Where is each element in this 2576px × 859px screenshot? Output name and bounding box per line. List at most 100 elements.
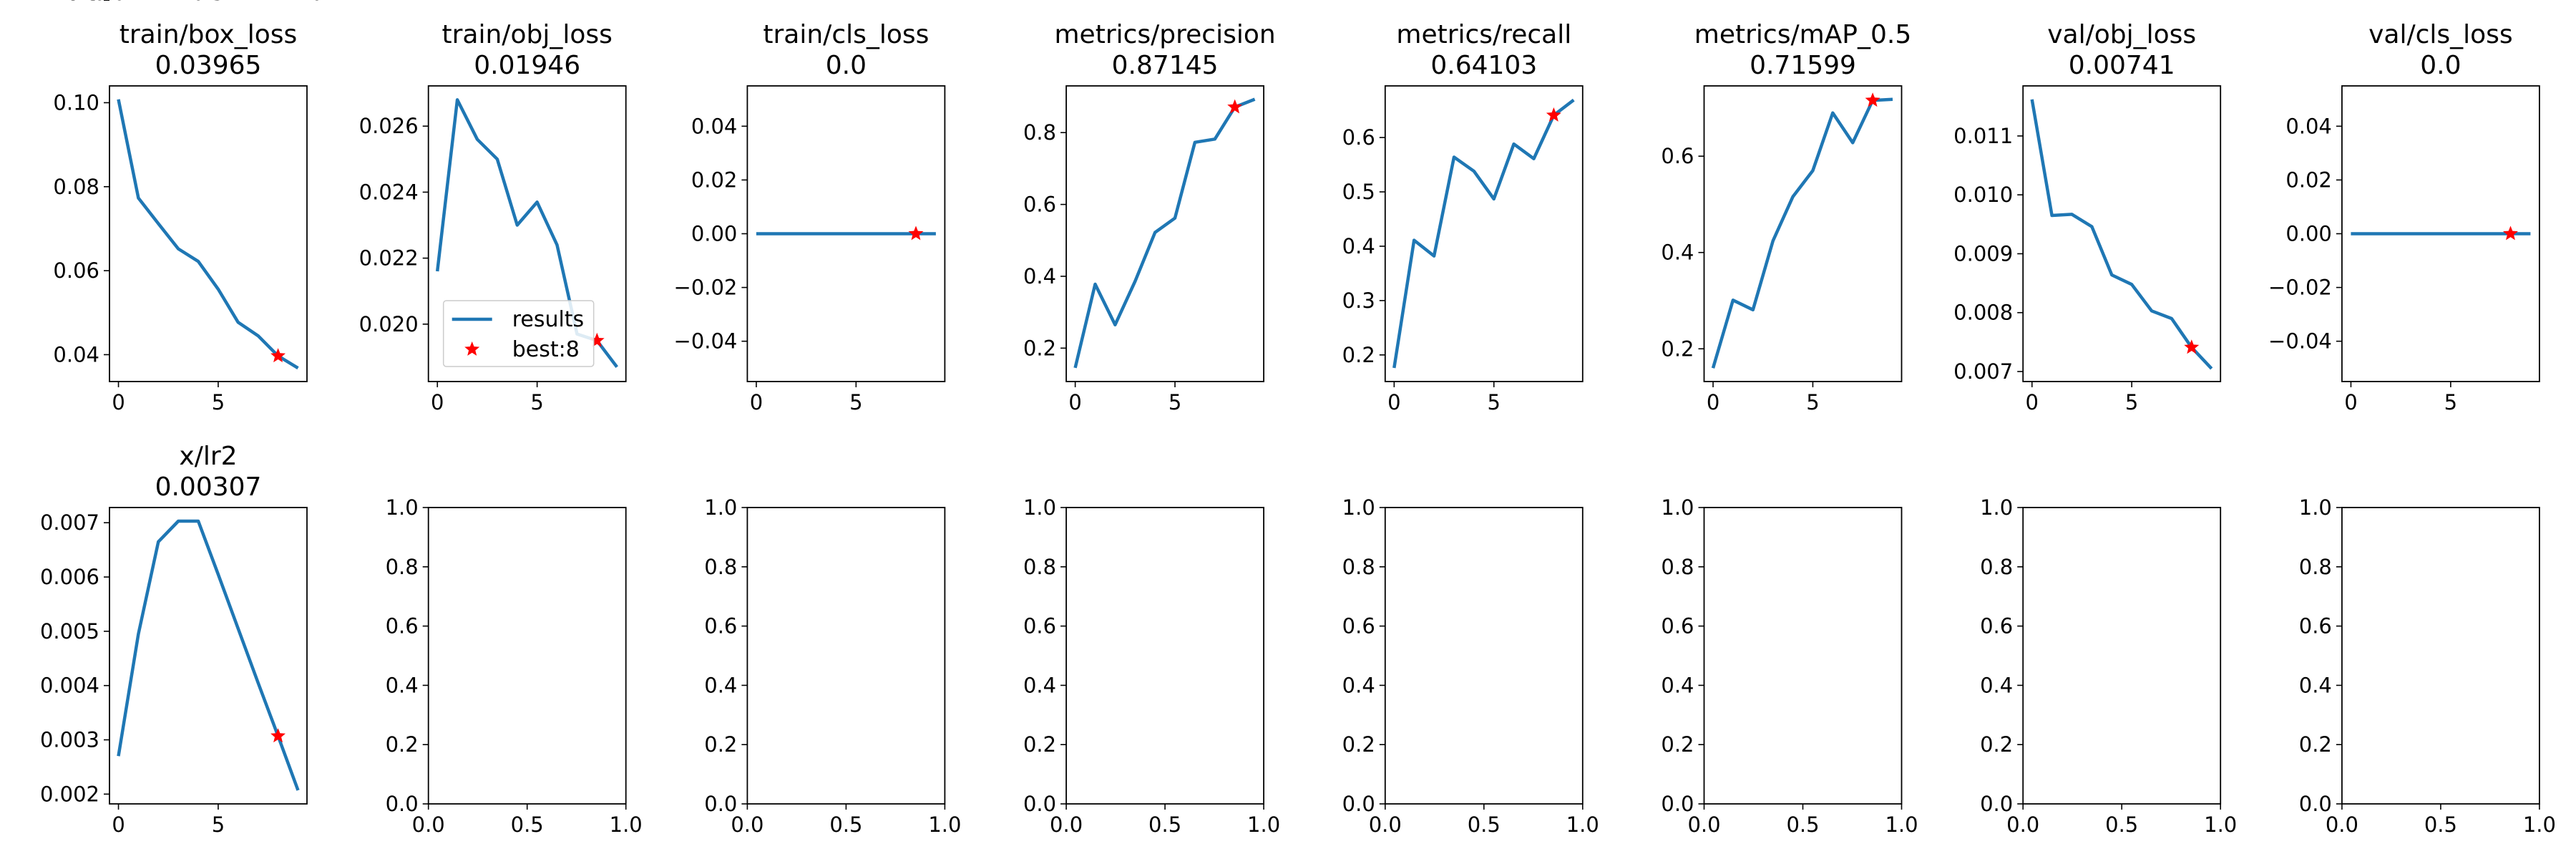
y-tick-label: 0.3	[1342, 288, 1375, 313]
y-tick-label: 0.4	[1661, 241, 1694, 265]
y-tick-label: 0.6	[1342, 125, 1375, 150]
x-tick-label: 0	[2026, 390, 2039, 414]
chart-title: train/box_loss	[119, 20, 298, 49]
x-tick-label: 0.0	[412, 812, 445, 837]
chart-panel: 0.0 0.5 1.0 0.0 0.2 0.4 0.6 0.8 1.0	[1342, 495, 1599, 837]
y-tick-label: 0.026	[359, 114, 419, 138]
y-tick-label: 1.0	[67, 0, 99, 5]
y-tick-label: 0.2	[1661, 732, 1694, 757]
y-tick-label: 0.007	[1953, 359, 2013, 384]
best-marker-star-icon	[270, 348, 286, 363]
x-tick-label: 0	[1068, 390, 1081, 414]
chart-panel: 0.0 0.5 1.0 0.0 0.2 0.4 0.6 0.8 1.0	[1023, 495, 1280, 837]
y-tick-label: 0.008	[1953, 301, 2013, 325]
y-tick-label: 0.020	[359, 312, 419, 336]
x-tick-label: 1.0	[928, 812, 961, 837]
y-tick-label: 0.2	[386, 732, 419, 757]
y-tick-label: 0.8	[1023, 555, 1056, 579]
x-tick-label: 0.5	[511, 812, 544, 837]
axes-frame	[109, 85, 308, 382]
chart-subtitle: 0.0	[2420, 51, 2461, 80]
x-tick-label: 5	[1169, 390, 1181, 414]
x-tick-label: 1.0	[2523, 812, 2556, 837]
y-tick-label: 0.8	[1980, 555, 2013, 579]
y-tick-label: −0.04	[2268, 329, 2332, 354]
y-tick-label: 0.04	[53, 342, 99, 367]
legend: results best:8	[442, 300, 595, 367]
x-tick-label: 0.0	[2326, 812, 2358, 837]
y-tick-label: 0.0	[1980, 792, 2013, 816]
axes-frame	[1384, 85, 1584, 382]
chart-panel: 0.0 0.5 1.0 0.0 0.2 0.4 0.6 0.8 1.0	[386, 495, 643, 837]
y-tick-label: 0.4	[2299, 673, 2332, 697]
y-tick-label: 0.2	[2299, 732, 2332, 757]
axes-frame	[1065, 507, 1264, 805]
y-tick-label: 0.007	[40, 510, 99, 535]
axes-frame	[2022, 85, 2222, 382]
y-tick-label: 1.0	[1661, 495, 1694, 520]
chart-panel: metrics/mAP_0.50.71599 0 5 0.2 0.4 0.6	[1661, 20, 1911, 414]
x-tick-label: 0	[431, 390, 444, 414]
x-tick-label: 0	[2344, 390, 2357, 414]
x-tick-label: 0.5	[1468, 812, 1501, 837]
y-tick-label: 0.8	[1661, 555, 1694, 579]
y-tick-label: 0.4	[386, 673, 419, 697]
x-tick-label: 1.0	[1885, 812, 1918, 837]
y-tick-label: 0.2	[1023, 336, 1056, 360]
x-tick-label: 5	[530, 390, 543, 414]
chart-panel: 0.0 0.5 1.0 0.0 0.2 0.4 0.6 0.8 1.0	[2299, 495, 2556, 837]
y-tick-label: 1.0	[1342, 495, 1375, 520]
y-tick-label: 0.005	[40, 619, 99, 644]
y-tick-label: 0.8	[386, 555, 419, 579]
y-tick-label: 0.003	[40, 728, 99, 752]
y-tick-label: 0.0	[2299, 792, 2332, 816]
y-tick-label: 0.8	[1342, 555, 1375, 579]
best-marker-star-icon	[1546, 107, 1561, 122]
y-tick-label: 0.2	[1661, 336, 1694, 361]
y-tick-label: 0.6	[67, 0, 99, 5]
x-tick-label: 0.5	[829, 812, 862, 837]
best-marker-star-icon	[908, 225, 924, 241]
best-marker-star-icon	[1865, 92, 1880, 107]
y-tick-label: 0.6	[1661, 144, 1694, 168]
y-tick-label: 0.2	[1980, 732, 2013, 757]
chart-title: train/cls_loss	[763, 20, 929, 49]
axes-frame	[2022, 507, 2222, 805]
x-tick-label: 5	[1488, 390, 1501, 414]
y-tick-label: 0.6	[1023, 614, 1056, 639]
y-tick-label: −0.02	[674, 276, 738, 300]
y-tick-label: 0.4	[1023, 673, 1056, 697]
axes-frame	[427, 507, 627, 805]
chart-title: metrics/precision	[1054, 20, 1275, 49]
y-tick-label: 1.0	[1023, 495, 1056, 520]
y-tick-label: 0.6	[1661, 614, 1694, 639]
chart-title: metrics/recall	[1396, 20, 1571, 49]
x-tick-label: 1.0	[2204, 812, 2237, 837]
y-tick-label: 0.024	[359, 180, 419, 204]
x-tick-label: 0	[112, 812, 125, 837]
results-line	[117, 99, 299, 370]
axes-frame	[427, 85, 627, 382]
y-tick-label: 0.8	[67, 0, 99, 5]
y-tick-label: 1.0	[386, 495, 419, 520]
x-tick-label: 0.5	[192, 0, 225, 5]
y-tick-label: 0.2	[704, 732, 737, 757]
y-tick-label: 0.4	[1023, 264, 1056, 288]
y-tick-label: −0.04	[674, 329, 738, 354]
chart-subtitle: 0.0	[826, 51, 867, 80]
x-tick-label: 0.5	[2105, 812, 2138, 837]
y-tick-label: 0.004	[40, 674, 99, 698]
axes-frame	[746, 507, 946, 805]
best-marker-star-icon	[270, 728, 286, 743]
y-tick-label: 0.4	[1342, 234, 1375, 258]
y-tick-label: 0.4	[67, 0, 99, 5]
y-tick-label: −0.02	[2268, 276, 2332, 300]
y-tick-label: 0.022	[359, 246, 419, 271]
y-tick-label: 0.08	[53, 175, 99, 199]
y-tick-label: 0.2	[1342, 732, 1375, 757]
x-tick-label: 0	[1387, 390, 1400, 414]
